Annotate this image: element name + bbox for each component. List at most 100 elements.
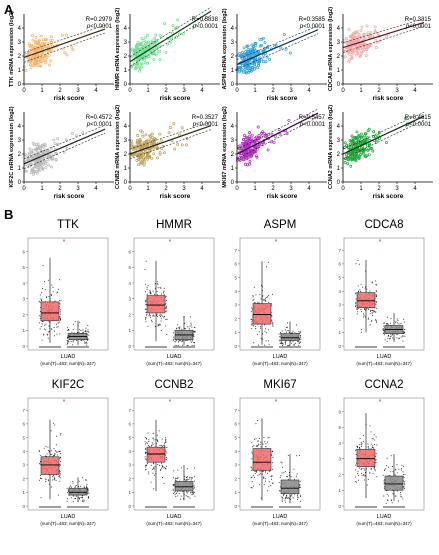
- scatter-point: [46, 154, 50, 158]
- jitter-point: [252, 474, 254, 476]
- tumor-box: [252, 448, 272, 471]
- scatter-point: [168, 126, 172, 130]
- jitter-point: [86, 341, 87, 343]
- x-tick-label: 2: [164, 186, 168, 192]
- scatter-point: [343, 38, 347, 42]
- y-tick-label: 2: [234, 316, 237, 321]
- jitter-point: [287, 326, 288, 328]
- jitter-point: [400, 494, 402, 496]
- scatter-point: [48, 63, 51, 67]
- jitter-point: [173, 491, 175, 493]
- scatter-point: [50, 146, 54, 150]
- scatter-point: [148, 133, 152, 137]
- scatter-point: [347, 147, 351, 151]
- jitter-point: [374, 470, 376, 472]
- jitter-point: [159, 287, 161, 289]
- jitter-point: [43, 447, 45, 449]
- jitter-point: [172, 332, 174, 334]
- p-value-p: p: [192, 122, 197, 128]
- normal-box: [280, 333, 300, 341]
- jitter-point: [56, 326, 58, 328]
- scatter-point: [28, 153, 31, 156]
- jitter-point: [154, 287, 156, 289]
- jitter-point: [45, 455, 47, 457]
- scatter-point: [366, 129, 370, 133]
- jitter-point: [161, 465, 163, 467]
- jitter-point: [251, 322, 253, 324]
- jitter-point: [363, 468, 365, 470]
- plot-frame: [239, 397, 321, 511]
- jitter-point: [362, 286, 364, 288]
- scatter-point: [137, 140, 141, 144]
- jitter-point: [163, 287, 165, 289]
- jitter-point: [282, 494, 284, 496]
- jitter-point: [280, 332, 281, 334]
- jitter-point: [147, 285, 149, 287]
- scatter-point: [137, 163, 141, 167]
- scatter-point: [130, 55, 134, 59]
- y-tick-label: 3: [234, 303, 237, 308]
- scatter-point: [384, 141, 388, 145]
- jitter-point: [150, 481, 152, 483]
- scatter-point: [361, 49, 365, 53]
- jitter-point: [178, 493, 180, 495]
- scatter-point: [347, 156, 351, 160]
- jitter-point: [383, 332, 385, 334]
- jitter-point: [360, 331, 362, 333]
- jitter-point: [396, 337, 398, 339]
- scatter-point: [37, 58, 41, 62]
- scatter-point: [250, 58, 254, 62]
- jitter-point: [51, 454, 53, 456]
- jitter-point: [148, 439, 150, 441]
- scatter-point: [142, 163, 146, 167]
- jitter-point: [148, 473, 150, 475]
- x-tick-label: 0: [22, 88, 26, 94]
- jitter-point: [86, 330, 88, 332]
- jitter-point: [272, 325, 274, 327]
- scatter-point: [36, 158, 40, 162]
- jitter-point: [40, 454, 42, 456]
- scatter-point: [146, 138, 150, 142]
- jitter-point: [194, 330, 196, 332]
- scatter-point: [367, 153, 371, 157]
- jitter-point: [165, 305, 167, 307]
- jitter-point: [54, 335, 55, 337]
- jitter-point: [355, 292, 357, 294]
- jitter-point: [272, 321, 274, 323]
- jitter-point: [75, 495, 77, 497]
- jitter-point: [184, 478, 186, 480]
- jitter-point: [373, 311, 375, 313]
- scatter-point: [348, 58, 352, 62]
- scatter-point: [154, 33, 158, 37]
- scatter-point: [246, 50, 250, 54]
- scatter-point: [47, 157, 51, 161]
- scatter-point: [180, 143, 184, 147]
- jitter-point: [370, 309, 372, 311]
- jitter-point: [370, 468, 372, 470]
- scatter-point: [368, 44, 372, 48]
- jitter-point: [366, 288, 368, 290]
- y-axis-label: CCNB2 mRNA expression (log2): [115, 105, 121, 189]
- jitter-point: [87, 339, 88, 341]
- tumor-box: [146, 446, 166, 463]
- sample-counts: (num(T)=483; num(N)=347): [252, 361, 308, 366]
- scatter-point: [37, 169, 41, 173]
- jitter-point: [267, 296, 269, 298]
- jitter-point: [160, 330, 162, 332]
- jitter-point: [157, 324, 159, 326]
- scatter-point: [262, 53, 265, 57]
- jitter-point: [390, 499, 392, 501]
- scatter-point: [136, 154, 140, 158]
- jitter-point: [281, 330, 283, 332]
- jitter-point: [145, 318, 147, 320]
- jitter-point: [147, 442, 149, 444]
- jitter-point: [403, 476, 405, 478]
- jitter-point: [282, 495, 284, 497]
- jitter-point: [41, 321, 43, 322]
- x-tick-label: 4: [413, 186, 417, 192]
- jitter-point: [48, 450, 50, 451]
- jitter-point: [295, 324, 297, 326]
- jitter-point: [376, 307, 378, 309]
- jitter-point: [355, 481, 357, 483]
